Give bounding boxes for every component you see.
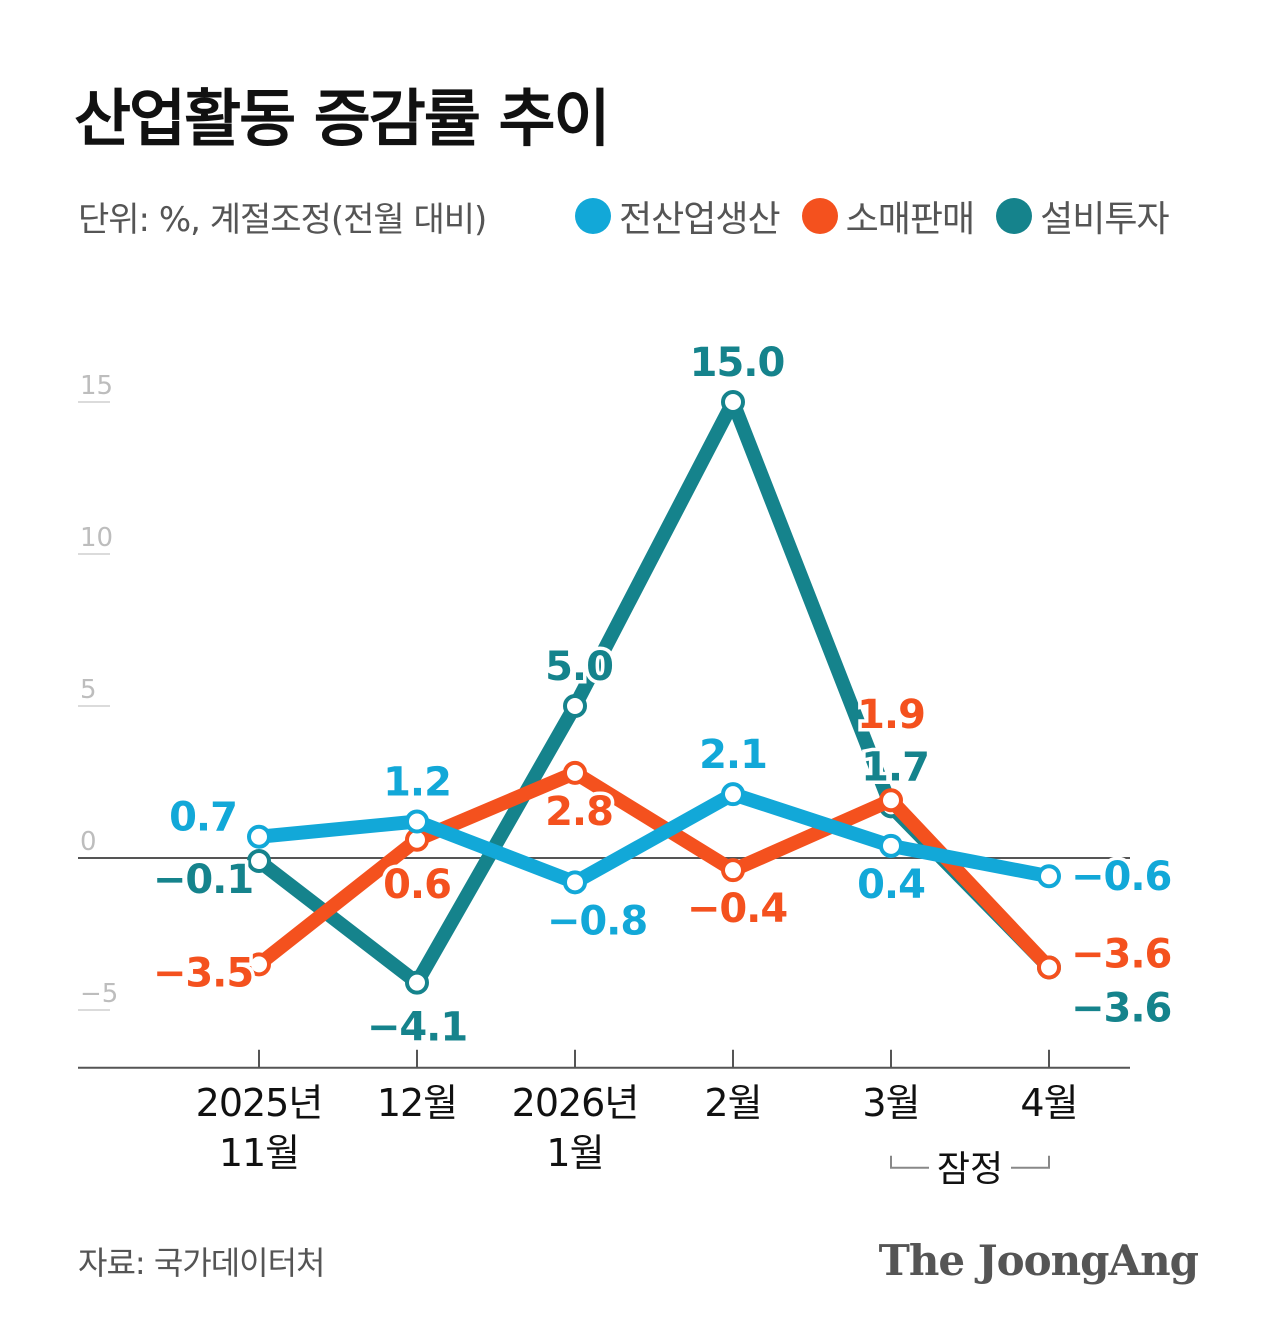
data-label: 0.7 <box>169 795 237 841</box>
y-tick-label: 5 <box>80 675 97 705</box>
legend-label-investment: 설비투자 <box>1040 199 1169 240</box>
x-tick-label: 2월 <box>704 1081 761 1125</box>
data-point <box>721 858 745 883</box>
data-label: 2.1 <box>699 732 767 778</box>
legend-item-investment: 설비투자 <box>996 190 1170 242</box>
data-point <box>247 824 271 849</box>
data-point <box>879 833 903 858</box>
data-label: −3.6 <box>1071 985 1171 1031</box>
provisional-label: 잠정 <box>937 1149 1003 1190</box>
data-label: −4.1 <box>367 1005 467 1051</box>
y-tick-label: 15 <box>80 371 113 401</box>
x-tick-label: 12월 <box>377 1081 457 1125</box>
x-tick-label: 2026년 <box>512 1081 639 1125</box>
data-point <box>247 952 271 977</box>
data-point <box>1037 955 1061 980</box>
data-label: −3.6 <box>1071 931 1171 977</box>
source-note: 자료: 국가데이터처 <box>78 1244 325 1282</box>
y-tick-label: −5 <box>80 979 118 1009</box>
data-label: 1.7 <box>861 744 929 790</box>
data-label: 2.8 <box>545 789 613 835</box>
data-point <box>1037 864 1061 889</box>
data-label: 15.0 <box>690 340 785 386</box>
x-tick-label: 3월 <box>862 1081 919 1125</box>
data-label: 0.6 <box>383 862 451 908</box>
legend: 전산업생산 소매판매 설비투자 <box>575 190 1191 242</box>
data-point <box>405 809 429 834</box>
legend-item-retail: 소매판매 <box>801 190 975 242</box>
publisher-logo: The JoongAng <box>878 1236 1199 1285</box>
series-line <box>252 395 1056 990</box>
data-label: 1.2 <box>383 760 451 806</box>
unit-label: 단위: %, 계절조정(전월 대비) <box>78 200 487 240</box>
chart-title: 산업활동 증감률 추이 <box>74 82 611 155</box>
x-tick-label: 1월 <box>546 1131 603 1175</box>
data-label: −0.4 <box>687 886 787 932</box>
legend-label-retail: 소매판매 <box>845 199 975 240</box>
legend-item-production: 전산업생산 <box>575 190 781 242</box>
legend-dot-retail <box>801 198 838 234</box>
legend-dot-investment <box>996 198 1033 234</box>
data-point <box>405 970 429 995</box>
series-line <box>252 765 1056 975</box>
provisional-bracket <box>890 1155 1050 1169</box>
legend-dot-production <box>575 198 611 234</box>
data-label: −0.8 <box>547 898 647 944</box>
x-tick-label: 4월 <box>1020 1081 1077 1125</box>
data-label: 1.9 <box>857 692 925 738</box>
x-tick-label: 2025년 <box>196 1081 323 1125</box>
data-point <box>721 782 745 807</box>
data-point <box>879 788 903 813</box>
data-label: −0.6 <box>1071 854 1171 900</box>
data-label: 5.0 <box>545 644 613 690</box>
data-point <box>563 694 587 718</box>
data-point <box>247 849 271 874</box>
data-label: −0.1 <box>153 857 253 903</box>
series-line <box>252 787 1056 890</box>
x-tick-label: 11월 <box>219 1131 299 1175</box>
data-label: −3.5 <box>153 950 253 996</box>
data-label: 0.4 <box>857 862 925 908</box>
data-point <box>721 390 745 414</box>
y-tick-label: 0 <box>80 827 97 857</box>
data-point <box>563 870 587 895</box>
data-point <box>563 760 587 785</box>
legend-label-production: 전산업생산 <box>619 199 781 240</box>
y-tick-label: 10 <box>80 523 113 553</box>
